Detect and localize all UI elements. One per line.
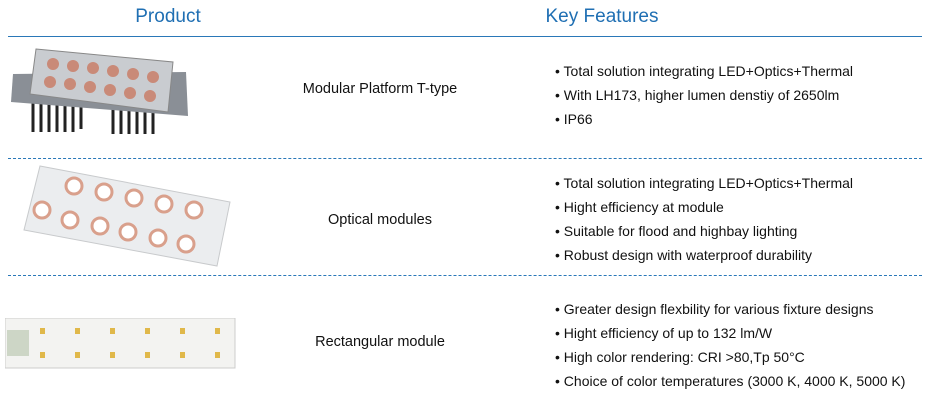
column-header: Key Features: [545, 6, 659, 27]
feature-item: Suitable for flood and highbay lighting: [555, 219, 853, 243]
feature-list: Total solution integrating LED+Optics+Th…: [555, 59, 853, 131]
feature-item: Choice of color temperatures (3000 K, 40…: [555, 369, 906, 393]
feature-item: With LH173, higher lumen denstiy of 2650…: [555, 83, 853, 107]
feature-item: Total solution integrating LED+Optics+Th…: [555, 171, 853, 195]
feature-item: Total solution integrating LED+Optics+Th…: [555, 59, 853, 83]
product-name: Modular Platform T-type: [302, 81, 458, 97]
product-image: [5, 318, 236, 369]
product-name: Rectangular module: [315, 334, 445, 350]
feature-item: Hight efficiency of up to 132 lm/W: [555, 321, 905, 345]
feature-item: Hight efficiency at module: [555, 195, 853, 219]
column-header: Product: [135, 6, 201, 27]
feature-list: Greater design flexbility for various fi…: [555, 297, 906, 393]
feature-list: Total solution integrating LED+Optics+Th…: [555, 171, 853, 267]
product-image: [23, 165, 231, 267]
row-divider: [8, 158, 922, 159]
row-divider: [8, 275, 922, 276]
feature-item: Robust design with waterproof durability: [555, 243, 853, 267]
feature-item: Greater design flexbility for various fi…: [555, 297, 905, 321]
feature-item: High color rendering: CRI >80,Tp 50°C: [555, 345, 905, 369]
header-rule: [8, 36, 922, 37]
product-image: [11, 48, 188, 134]
product-name: Optical modules: [328, 212, 432, 228]
feature-item: IP66: [555, 107, 853, 131]
